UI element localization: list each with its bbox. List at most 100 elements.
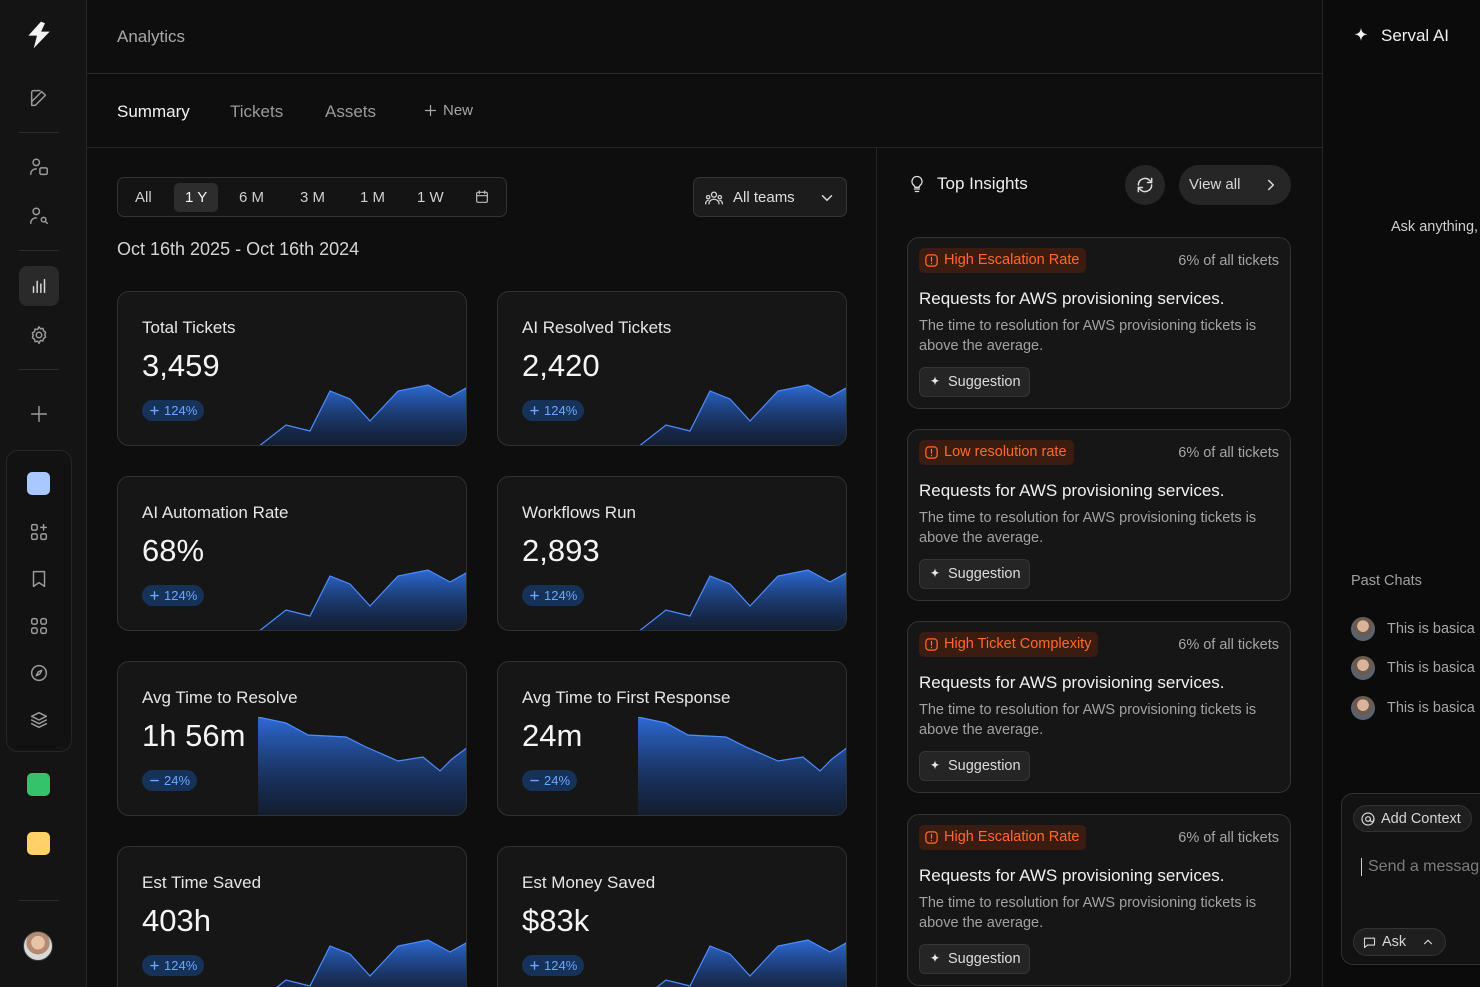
new-tab-button[interactable]: New: [423, 102, 473, 119]
apps-grid-icon[interactable]: [19, 512, 59, 552]
past-chat-item[interactable]: This is basica: [1351, 656, 1475, 680]
ask-mode-button[interactable]: Ask: [1353, 928, 1446, 956]
view-all-insights-button[interactable]: View all: [1179, 165, 1291, 205]
metric-title: Est Money Saved: [522, 873, 656, 892]
metric-delta: 124%: [544, 588, 578, 603]
tab-summary[interactable]: Summary: [117, 102, 190, 121]
insight-tag: Low resolution rate: [919, 440, 1074, 465]
chat-bubble-icon: [1363, 937, 1376, 948]
metric-title: Workflows Run: [522, 503, 636, 522]
sparkline-area: [277, 940, 466, 987]
insight-share: 6% of all tickets: [1178, 253, 1279, 269]
metric-card[interactable]: Est Money Saved $83k 124%: [497, 846, 847, 987]
suggestion-button[interactable]: Suggestion: [919, 944, 1030, 974]
chevron-right-icon: [1268, 179, 1274, 191]
user-avatar[interactable]: [23, 931, 53, 961]
metric-card[interactable]: AI Resolved Tickets 2,420 124%: [497, 291, 847, 446]
settings-gear-icon[interactable]: [19, 315, 59, 355]
workspace-yellow-square[interactable]: [27, 832, 50, 855]
insight-share: 6% of all tickets: [1178, 445, 1279, 461]
metrics-pane: All 1 Y 6 M 3 M 1 M 1 W All teams Oct 16…: [87, 148, 877, 987]
alert-icon: [925, 446, 938, 459]
range-option-6m[interactable]: 6 M: [239, 189, 265, 206]
insight-card[interactable]: Low resolution rate 6% of all tickets Requ…: [907, 429, 1291, 601]
calendar-icon[interactable]: [474, 189, 490, 205]
refresh-insights-button[interactable]: [1125, 165, 1165, 205]
insight-card[interactable]: High Escalation Rate 6% of all tickets Req…: [907, 237, 1291, 409]
sparkle-icon: [930, 376, 940, 386]
bookmark-icon[interactable]: [19, 559, 59, 599]
sparkline-line: [259, 569, 466, 630]
metric-delta-badge: 124%: [522, 400, 585, 421]
add-workspace-icon[interactable]: [19, 394, 59, 434]
layers-icon[interactable]: [19, 700, 59, 740]
metric-delta-badge: 124%: [522, 955, 585, 976]
rail-divider: [19, 250, 59, 251]
metric-delta: 124%: [164, 588, 198, 603]
rail-divider: [19, 132, 59, 133]
chat-avatar: [1351, 617, 1375, 641]
suggestion-label: Suggestion: [948, 374, 1021, 390]
suggestion-button[interactable]: Suggestion: [919, 367, 1030, 397]
insight-card[interactable]: High Ticket Complexity 6% of all tickets R…: [907, 621, 1291, 793]
compose-icon[interactable]: [19, 78, 59, 118]
metric-delta: 124%: [544, 403, 578, 418]
sparkline-line: [258, 717, 466, 772]
metric-title: AI Resolved Tickets: [522, 318, 672, 337]
range-option-1y[interactable]: 1 Y: [174, 183, 219, 212]
metric-sparkline: [639, 384, 846, 445]
suggestion-button[interactable]: Suggestion: [919, 559, 1030, 589]
chevron-up-icon: [1424, 939, 1433, 945]
insight-card[interactable]: High Escalation Rate 6% of all tickets Req…: [907, 814, 1291, 986]
insight-tag-label: High Escalation Rate: [944, 829, 1080, 845]
suggestion-label: Suggestion: [948, 566, 1021, 582]
workspace-green-square[interactable]: [27, 773, 50, 796]
serval-logo-icon[interactable]: [19, 15, 59, 55]
metric-value: 1h 56m: [142, 718, 246, 753]
message-input[interactable]: Send a messag: [1361, 858, 1479, 876]
workspace-blue-square[interactable]: [27, 472, 50, 495]
metric-sparkline: [638, 717, 846, 815]
metric-delta: 124%: [164, 403, 198, 418]
refresh-icon: [1137, 177, 1153, 193]
range-option-1w[interactable]: 1 W: [417, 189, 444, 206]
metric-delta: 124%: [544, 958, 578, 973]
insight-tag-label: Low resolution rate: [944, 444, 1067, 460]
metric-card[interactable]: AI Automation Rate 68% 124%: [117, 476, 467, 631]
add-context-button[interactable]: Add Context: [1353, 805, 1472, 832]
range-option-3m[interactable]: 3 M: [300, 189, 326, 206]
compass-icon[interactable]: [19, 653, 59, 693]
tab-tickets[interactable]: Tickets: [230, 102, 284, 121]
at-sign-icon: [1361, 811, 1375, 826]
range-option-1m[interactable]: 1 M: [360, 189, 386, 206]
tab-assets[interactable]: Assets: [325, 102, 377, 121]
metric-value: 24m: [522, 718, 583, 753]
insight-tag: High Ticket Complexity: [919, 632, 1099, 657]
insight-share: 6% of all tickets: [1178, 637, 1279, 653]
components-icon[interactable]: [19, 606, 59, 646]
user-key-icon[interactable]: [19, 196, 59, 236]
ai-panel-title: Serval AI: [1381, 26, 1450, 45]
users-ticket-icon[interactable]: [19, 147, 59, 187]
metric-card[interactable]: Total Tickets 3,459 124%: [117, 291, 467, 446]
metric-card[interactable]: Avg Time to Resolve 1h 56m 24%: [117, 661, 467, 816]
past-chat-item[interactable]: This is basica: [1351, 617, 1475, 641]
metric-sparkline: [258, 717, 466, 815]
past-chat-item[interactable]: This is basica: [1351, 696, 1475, 720]
metric-delta-badge: 124%: [522, 585, 585, 606]
metric-card[interactable]: Avg Time to First Response 24m 24%: [497, 661, 847, 816]
sparkle-icon: [930, 953, 940, 963]
range-option-all[interactable]: All: [135, 189, 152, 206]
chevron-down-icon: [821, 195, 833, 201]
rail-divider: [19, 900, 59, 901]
metric-card[interactable]: Est Time Saved 403h 124%: [117, 846, 467, 987]
analytics-icon[interactable]: [19, 266, 59, 306]
metric-card[interactable]: Workflows Run 2,893 124%: [497, 476, 847, 631]
insight-tag-label: High Escalation Rate: [944, 252, 1080, 268]
metric-title: Total Tickets: [142, 318, 236, 337]
team-filter-dropdown[interactable]: All teams: [693, 177, 847, 217]
add-context-label: Add Context: [1381, 810, 1461, 827]
insight-tag-label: High Ticket Complexity: [944, 636, 1092, 652]
insight-tag: High Escalation Rate: [919, 825, 1087, 850]
suggestion-button[interactable]: Suggestion: [919, 751, 1030, 781]
